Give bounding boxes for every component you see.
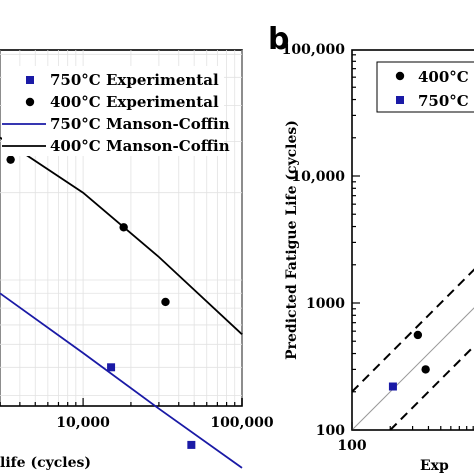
panel-b-letter: b xyxy=(268,22,289,57)
fit-line-750-c-manson-coffin xyxy=(0,292,243,469)
panel-a-x-axis-title: life (cycles) xyxy=(0,455,91,471)
legend-marker-square xyxy=(26,76,34,84)
panel-a: 10,000 100,000 750°C Experimental 400°C Ex… xyxy=(0,49,274,471)
panel-a-data-points xyxy=(6,155,196,449)
legend-label: 400°C Manson-Coffin xyxy=(50,137,230,155)
panel-a-tick-labels: 10,000 100,000 xyxy=(0,398,274,431)
panel-b-data-points xyxy=(388,330,430,391)
y-tick-label: 10,000 xyxy=(291,169,345,185)
data-point-circle xyxy=(413,330,423,340)
panel-b: b 100 1000 10,000 100,000 100 400°C I 750°C I… xyxy=(268,22,474,474)
legend-label: 750°C Manson-Coffin xyxy=(50,115,230,133)
legend-label: 400°C I xyxy=(418,68,474,86)
data-point-square xyxy=(107,363,116,372)
panel-b-tick-labels: 100 1000 10,000 100,000 100 xyxy=(282,42,474,454)
panel-b-x-axis-title: Exp xyxy=(420,458,449,474)
legend-marker-square xyxy=(396,96,404,104)
data-point-circle xyxy=(161,297,170,307)
y-tick-label: 100,000 xyxy=(282,42,346,58)
legend-marker-circle xyxy=(395,71,405,81)
panel-a-legend: 750°C Experimental 400°C Experimental 750°… xyxy=(2,66,230,156)
data-point-square xyxy=(388,382,397,391)
one-to-one-line xyxy=(351,307,474,431)
legend-box xyxy=(376,61,474,113)
data-point-square xyxy=(187,440,196,449)
y-tick-label: 1000 xyxy=(306,296,345,312)
y-tick-label: 100 xyxy=(316,423,345,439)
x-tick-label: 100 xyxy=(337,438,366,454)
x-tick-label: 100,000 xyxy=(210,415,274,431)
panel-b-reference-lines xyxy=(351,268,474,431)
data-point-circle xyxy=(119,223,128,232)
panel-b-y-axis-title: Predicted Fatigue Life (cycles) xyxy=(284,120,300,360)
data-point-circle xyxy=(421,365,430,374)
panel-b-legend: 400°C I 750°C I xyxy=(376,61,474,113)
legend-marker-circle xyxy=(25,97,35,107)
legend-box xyxy=(2,66,224,156)
legend-label: 750°C I xyxy=(418,92,474,110)
legend-label: 400°C Experimental xyxy=(50,93,219,111)
x-tick-label: 10,000 xyxy=(56,415,110,431)
panel-b-plot-frame xyxy=(351,49,474,431)
legend-label: 750°C Experimental xyxy=(50,71,219,89)
data-point-circle xyxy=(6,155,15,164)
